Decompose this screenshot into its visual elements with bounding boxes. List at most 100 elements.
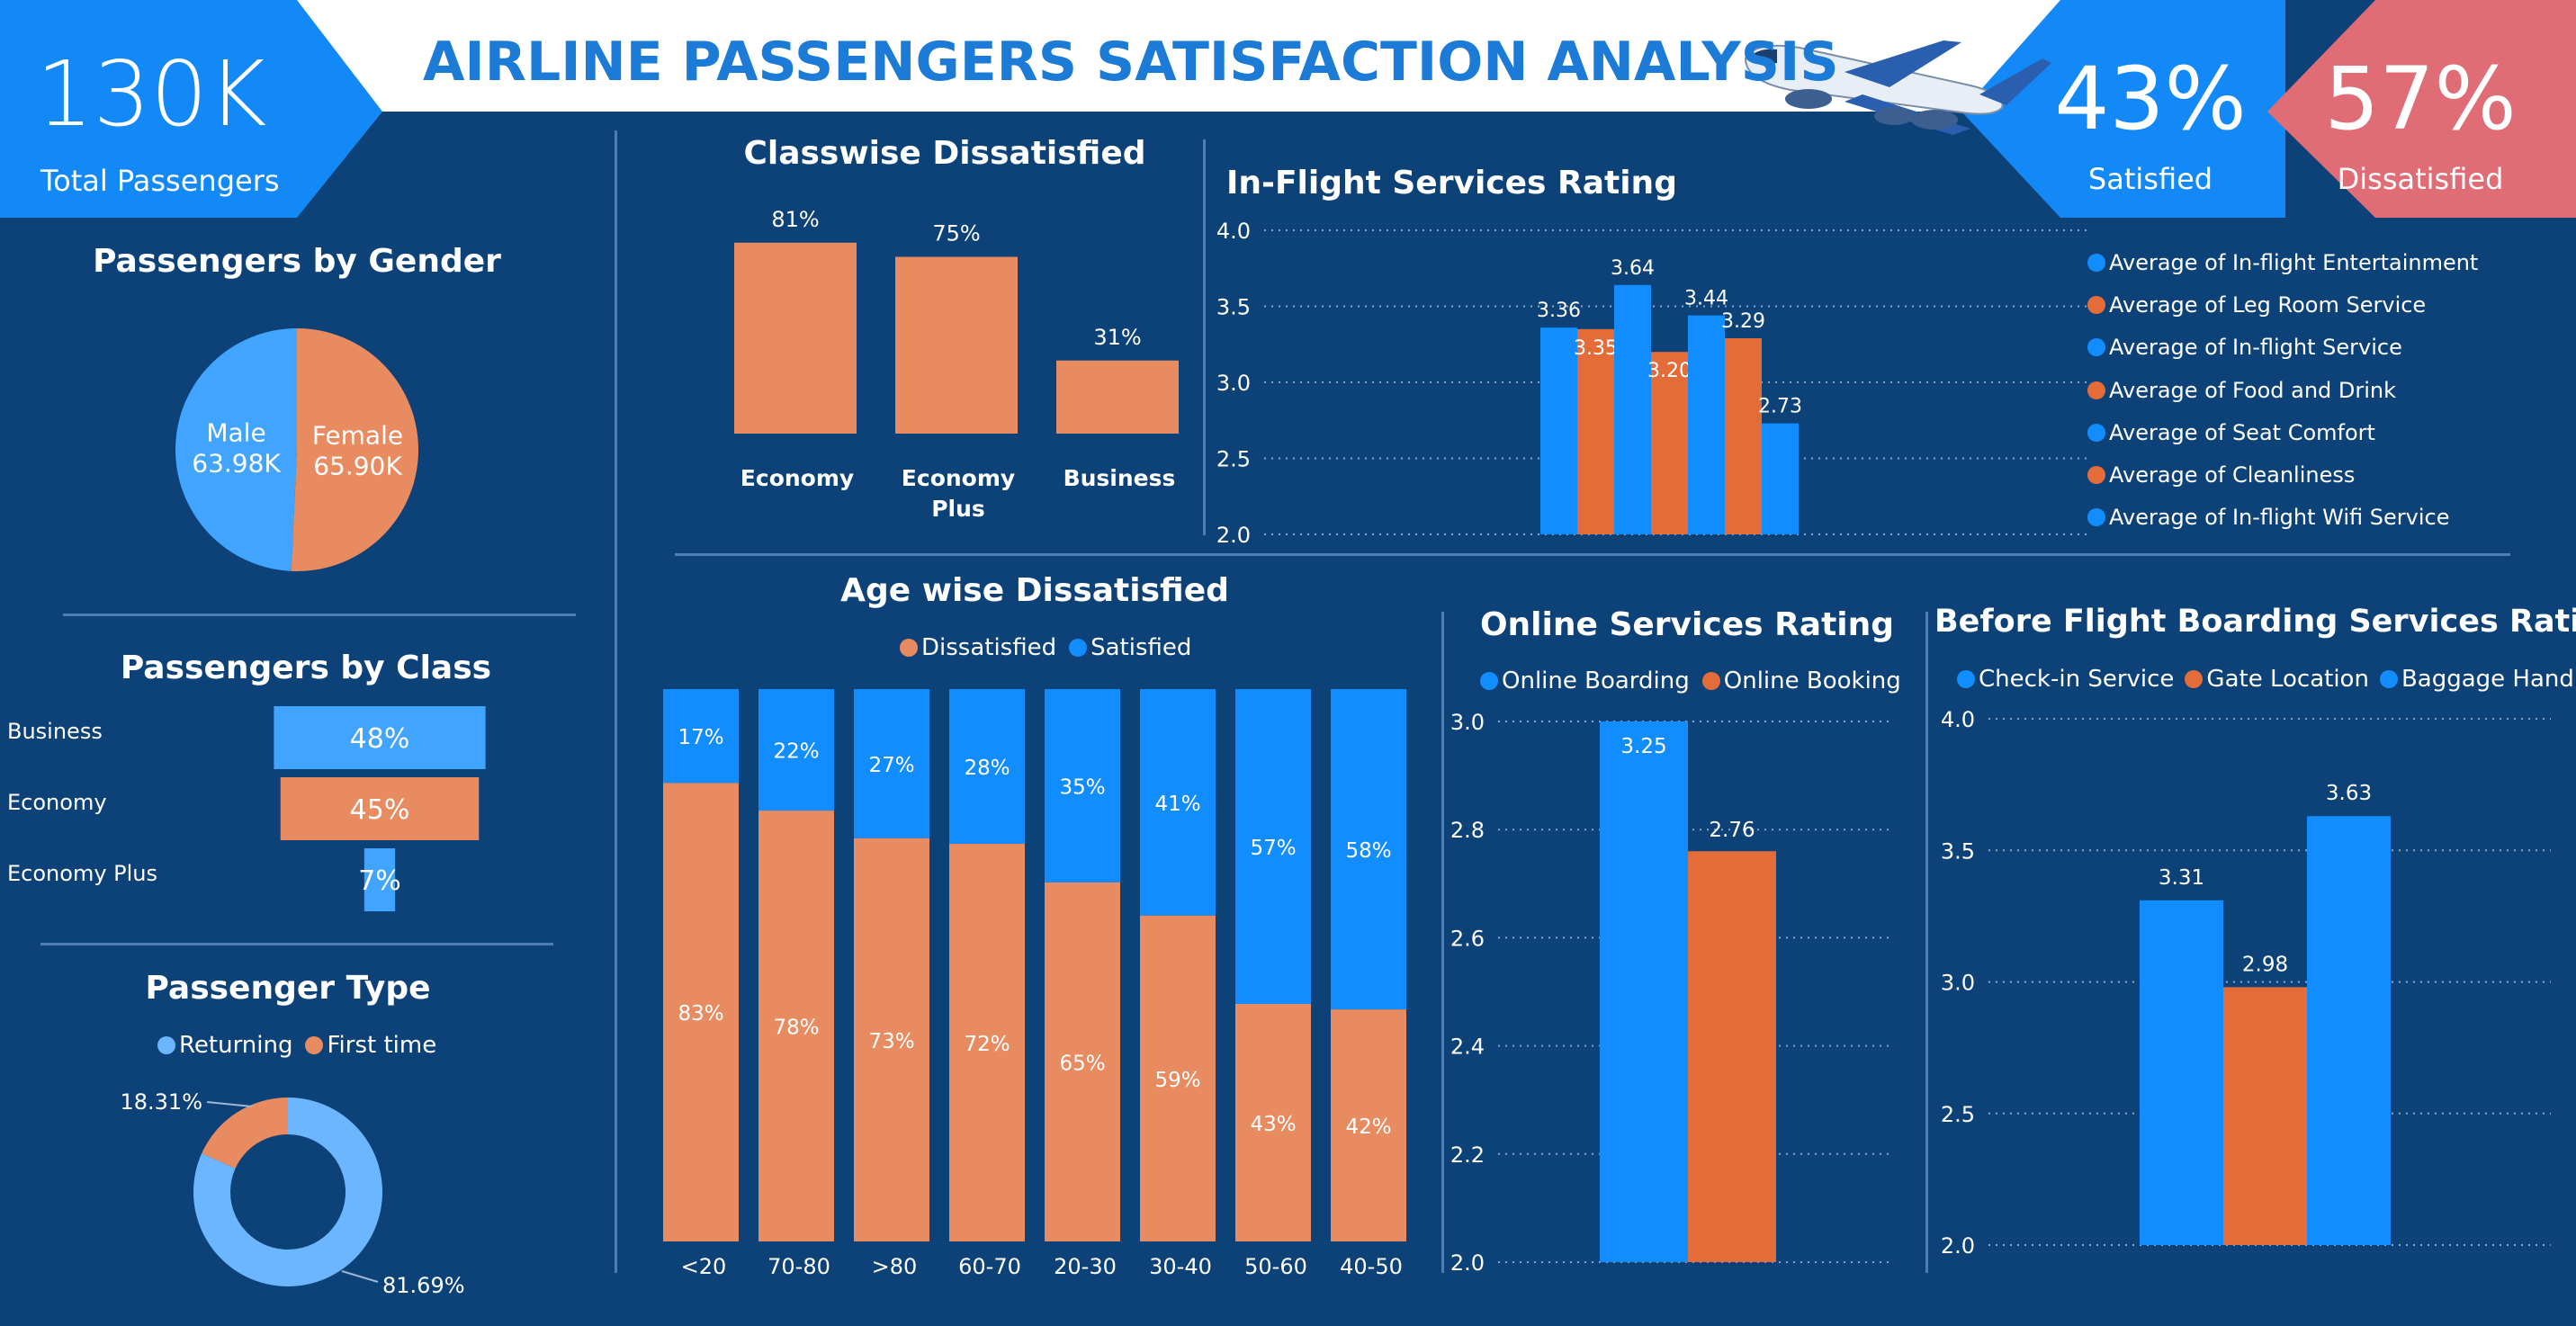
inflight-legend-dot (2087, 253, 2105, 272)
boarding-bar-baggage-handling (2307, 816, 2391, 1245)
age-bar-dissatisfied-50-60 (1235, 1003, 1311, 1241)
online-ytick-2-6: 2.6 (1450, 926, 1485, 951)
pie-slice-male (175, 328, 297, 571)
inflight-legend-dot (2087, 466, 2105, 485)
age-cat-30-40: 30-40 (1149, 1254, 1212, 1279)
inflight-ytick-3-0: 3.0 (1216, 371, 1251, 396)
inflight-legend-dot (2087, 295, 2105, 314)
inflight-legend-label: Average of Food and Drink (2109, 377, 2397, 403)
age-label-satisfied-80: 27% (868, 754, 914, 777)
legend-online-booking: Online Booking (1701, 667, 1901, 694)
inflight-label-average-of-in-flight-entertainment: 3.36 (1537, 300, 1581, 322)
age-label-satisfied-20-30: 35% (1059, 775, 1105, 799)
inflight-bar-average-of-in-flight-wifi-service (1762, 423, 1799, 534)
age-chart-title: Age wise Dissatisfied (840, 572, 1229, 609)
inflight-legend-dot (2087, 338, 2105, 357)
inflight-bar-average-of-cleanliness (1725, 337, 1762, 534)
divider-top-mid (1203, 139, 1206, 535)
divider-left (615, 130, 617, 1273)
inflight-legend-label: Average of In-flight Entertainment (2109, 249, 2479, 275)
pie-value-male: 63.98K (192, 448, 281, 478)
online-ytick-2-4: 2.4 (1450, 1035, 1485, 1060)
age-bar-dissatisfied-60-70 (949, 843, 1025, 1241)
age-label-dissatisfied-50-60: 43% (1250, 1113, 1296, 1136)
boarding-chart-title: Before Flight Boarding Services Rating (1934, 604, 2576, 640)
inflight-ytick-3-5: 3.5 (1216, 295, 1251, 320)
inflight-legend-dot (2087, 508, 2105, 527)
online-ytick-2-0: 2.0 (1450, 1250, 1485, 1276)
inflight-legend-item-average-of-in-flight-service: Average of In-flight Service (2087, 327, 2478, 369)
legend-returning-label: Returning (179, 1032, 293, 1059)
class-label-economy: 45% (350, 794, 410, 826)
boarding-label-check-in-service: 3.31 (2159, 866, 2204, 890)
age-bar-dissatisfied-70-80 (758, 811, 834, 1241)
legend-satisfied-label: Satisfied (1091, 634, 1192, 661)
inflight-legend-label: Average of Seat Comfort (2109, 419, 2375, 445)
age-bar-dissatisfied-30-40 (1140, 915, 1216, 1241)
inflight-ytick-2-0: 2.0 (1216, 523, 1251, 544)
legend-online-boarding: Online Boarding (1480, 667, 1690, 694)
inflight-legend-item-average-of-in-flight-wifi-service: Average of In-flight Wifi Service (2087, 497, 2478, 539)
age-bar-satisfied-70-80 (758, 689, 834, 811)
class-bar-business (274, 706, 486, 769)
age-bar-dissatisfied-40-50 (1331, 1009, 1406, 1241)
inflight-label-average-of-food-and-drink: 3.20 (1647, 360, 1692, 382)
inflight-ytick-4-0: 4.0 (1216, 219, 1251, 244)
age-label-satisfied-60-70: 28% (964, 757, 1010, 780)
age-label-dissatisfied-70-80: 78% (773, 1017, 819, 1040)
dashboard-title: AIRLINE PASSENGERS SATISFACTION ANALYSIS (423, 31, 1839, 94)
legend-gate: Gate Location (2185, 666, 2369, 693)
inflight-bar-average-of-food-and-drink (1651, 352, 1688, 534)
age-cat-60-70: 60-70 (958, 1254, 1021, 1279)
gender-chart-title: Passengers by Gender (93, 243, 501, 280)
age-label-dissatisfied-30-40: 59% (1154, 1069, 1200, 1092)
inflight-legend-item-average-of-in-flight-entertainment: Average of In-flight Entertainment (2087, 241, 2478, 283)
airplane-icon (1744, 40, 2051, 135)
inflight-legend-item-average-of-leg-room-service: Average of Leg Room Service (2087, 283, 2478, 326)
classwise-cat-business: Business (1064, 465, 1176, 491)
boarding-bar-chart: 2.0 2.5 3.0 3.5 4.0 3.31 2.98 3.63 (1941, 707, 2551, 1259)
boarding-ytick-3-5: 3.5 (1941, 838, 1975, 864)
age-label-satisfied-50-60: 57% (1250, 837, 1296, 860)
class-cat-business: Business (7, 719, 103, 744)
online-label-online-booking: 2.76 (1709, 819, 1755, 842)
age-bar-satisfied-20 (663, 689, 739, 784)
classwise-cat-economy: Economy (740, 465, 854, 491)
total-passengers-label: Total Passengers (40, 164, 280, 198)
class-bar-chart: Business 48% Economy 45% Economy Plus 7% (7, 706, 486, 911)
boarding-ytick-2-5: 2.5 (1941, 1102, 1975, 1127)
inflight-legend-label: Average of In-flight Wifi Service (2109, 505, 2450, 531)
inflight-legend-item-average-of-seat-comfort: Average of Seat Comfort (2087, 411, 2478, 453)
dissatisfied-label: Dissatisfied (2337, 162, 2504, 196)
inflight-legend-label: Average of Cleanliness (2109, 462, 2356, 488)
legend-first-time-label: First time (327, 1032, 437, 1059)
divider-mid-horizontal (675, 553, 2510, 556)
online-bar-online-boarding (1600, 721, 1688, 1262)
boarding-label-baggage-handling: 3.63 (2326, 782, 2372, 805)
leader-first-time (206, 1101, 253, 1107)
legend-online-booking-label: Online Booking (1723, 667, 1901, 694)
pie-name-male: Male (206, 417, 265, 447)
classwise-bar-business (1056, 360, 1179, 434)
age-label-dissatisfied-60-70: 72% (964, 1033, 1010, 1056)
age-bar-satisfied-40-50 (1331, 689, 1406, 1010)
inflight-label-average-of-in-flight-service: 3.64 (1611, 257, 1655, 280)
age-bar-satisfied-50-60 (1235, 689, 1311, 1004)
age-legend: Dissatisfied Satisfied (900, 634, 1191, 661)
classwise-bar-economy (734, 242, 857, 434)
class-cat-economy-plus: Economy Plus (7, 861, 157, 886)
satisfied-kpi-shape (1961, 0, 2285, 218)
inflight-legend-label: Average of Leg Room Service (2109, 291, 2427, 318)
age-label-dissatisfied-40-50: 42% (1345, 1115, 1391, 1139)
inflight-legend: Average of In-flight Entertainment Averag… (2087, 241, 2478, 539)
pie-name-female: Female (312, 421, 403, 451)
title-banner (270, 0, 2060, 112)
donut-slice-returning (193, 1098, 383, 1286)
legend-satisfied: Satisfied (1069, 634, 1191, 661)
classwise-label-economy: 81% (771, 207, 819, 232)
leader-returning (341, 1270, 379, 1283)
legend-dissatisfied-label: Dissatisfied (921, 634, 1057, 661)
inflight-bar-average-of-in-flight-entertainment (1540, 327, 1577, 534)
boarding-ytick-3-0: 3.0 (1941, 971, 1975, 996)
class-chart-title: Passengers by Class (120, 650, 492, 686)
